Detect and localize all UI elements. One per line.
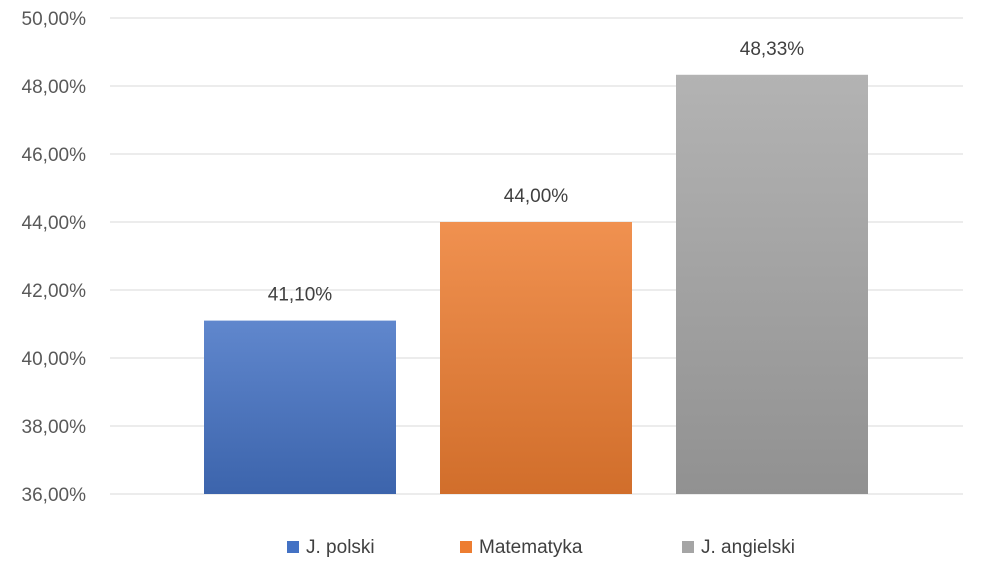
bars (204, 74, 868, 494)
y-tick-label: 50,00% (22, 9, 87, 30)
y-tick-label: 42,00% (22, 281, 87, 302)
legend: J. polski Matematyka J. angielski (287, 537, 795, 558)
legend-swatch (460, 541, 472, 553)
data-labels: 41,10% 44,00% 48,33% (268, 39, 805, 306)
bar-j-angielski (676, 74, 868, 494)
legend-label: Matematyka (479, 537, 583, 558)
bar-matematyka (440, 222, 632, 494)
y-tick-label: 40,00% (22, 349, 87, 370)
y-tick-label: 36,00% (22, 485, 87, 506)
legend-label: J. angielski (701, 537, 795, 558)
legend-swatch (682, 541, 694, 553)
data-label: 41,10% (268, 285, 333, 306)
legend-label: J. polski (306, 537, 375, 558)
data-label: 44,00% (504, 186, 569, 207)
y-tick-label: 38,00% (22, 417, 87, 438)
legend-swatch (287, 541, 299, 553)
y-axis-tick-labels: 36,00% 38,00% 40,00% 42,00% 44,00% 46,00% 48,0… (22, 9, 87, 506)
data-label: 48,33% (740, 39, 805, 60)
y-tick-label: 44,00% (22, 213, 87, 234)
bar-j-polski (204, 320, 396, 494)
y-tick-label: 48,00% (22, 77, 87, 98)
y-tick-label: 46,00% (22, 145, 87, 166)
